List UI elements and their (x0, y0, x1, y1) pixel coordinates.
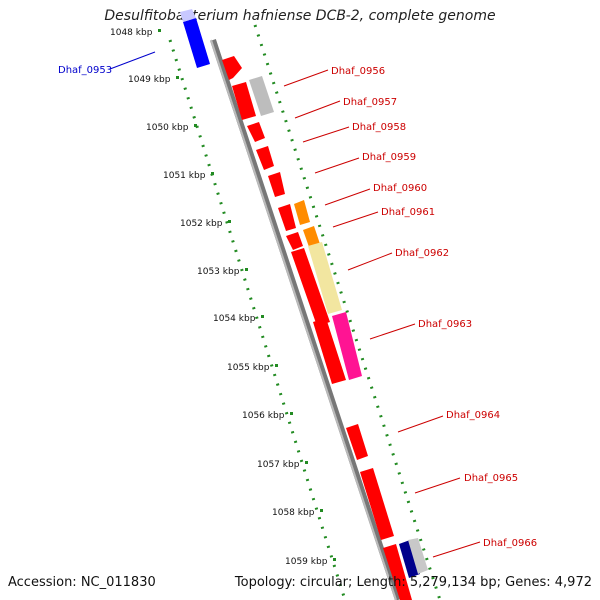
gene-label-dhaf-0958[interactable]: Dhaf_0958 (352, 122, 406, 133)
gene-label-dhaf-0961[interactable]: Dhaf_0961 (381, 207, 435, 218)
gene-labels: Dhaf_0953 Dhaf_0956 Dhaf_0957 Dhaf_0958 Dhaf… (58, 65, 537, 549)
gene-dhaf-0961[interactable] (278, 204, 296, 231)
kbp-tick-mark (245, 268, 248, 271)
gene-dhaf-0962-small[interactable] (286, 232, 303, 250)
kbp-tick-label: 1052 kbp (180, 219, 223, 229)
gene-label-dhaf-0959[interactable]: Dhaf_0959 (362, 152, 416, 163)
gene-dhaf-0956[interactable] (222, 56, 242, 80)
kbp-tick-mark (290, 412, 293, 415)
kbp-tick-mark (305, 461, 308, 464)
genome-title: Desulfitobacterium hafniense DCB-2, comp… (104, 8, 496, 24)
kbp-tick-label: 1049 kbp (128, 75, 171, 85)
gene-label-dhaf-0966[interactable]: Dhaf_0966 (483, 538, 537, 549)
kbp-tick-label: 1058 kbp (272, 508, 315, 518)
gene-dhaf-0964[interactable] (346, 424, 368, 460)
kbp-tick-mark (333, 558, 336, 561)
gene-dhaf-0962-body[interactable] (291, 248, 330, 326)
kbp-tick-mark (228, 220, 231, 223)
accession-label: Accession: NC_011830 (8, 575, 156, 590)
gene-dhaf-0957-body[interactable] (232, 82, 256, 120)
kbp-tick-mark (211, 172, 214, 175)
gene-label-dhaf-0956[interactable]: Dhaf_0956 (331, 66, 385, 77)
gene-label-dhaf-0965[interactable]: Dhaf_0965 (464, 473, 518, 484)
kbp-tick-mark (158, 29, 161, 32)
gene-label-dhaf-0957[interactable]: Dhaf_0957 (343, 97, 397, 108)
gene-dhaf-0959[interactable] (256, 146, 274, 170)
gene-dhaf-0965[interactable] (360, 468, 394, 540)
gene-dhaf-0953[interactable] (183, 18, 210, 68)
gene-dhaf-0960[interactable] (268, 172, 285, 197)
gene-dhaf-0963-body[interactable] (313, 318, 346, 384)
gene-label-dhaf-0964[interactable]: Dhaf_0964 (446, 410, 500, 421)
kbp-tick-label: 1051 kbp (163, 171, 206, 181)
kbp-tick-label: 1057 kbp (257, 460, 300, 470)
kbp-tick-label: 1055 kbp (227, 363, 270, 373)
kbp-axis-labels: 1048 kbp 1049 kbp 1050 kbp 1051 kbp 1052 kbp… (110, 28, 336, 567)
gene-label-dhaf-0953[interactable]: Dhaf_0953 (58, 65, 112, 76)
scale-track-right (253, 24, 442, 600)
gene-dhaf-0958[interactable] (247, 122, 265, 142)
kbp-tick-mark (261, 315, 264, 318)
genome-backbone (210, 39, 401, 600)
kbp-tick-label: 1056 kbp (242, 411, 285, 421)
gene-dhaf-0961-orange (294, 200, 310, 225)
label-leader-lines (109, 51, 481, 558)
gene-dhaf-0966-gray (408, 538, 428, 574)
gene-label-dhaf-0960[interactable]: Dhaf_0960 (373, 183, 427, 194)
kbp-tick-label: 1059 kbp (285, 557, 328, 567)
gene-features (180, 9, 428, 600)
gene-label-dhaf-0963[interactable]: Dhaf_0963 (418, 319, 472, 330)
genome-summary: Topology: circular; Length: 5,279,134 bp… (234, 575, 592, 590)
kbp-tick-label: 1053 kbp (197, 267, 240, 277)
gene-dhaf-0962-yellow (308, 242, 342, 314)
kbp-tick-mark (320, 509, 323, 512)
kbp-tick-label: 1054 kbp (213, 314, 256, 324)
gene-dhaf-0963-pink (332, 312, 362, 380)
gene-dhaf-0957-gray (249, 76, 274, 116)
genome-backbone-highlight (210, 39, 397, 600)
gene-dhaf-0966-body[interactable] (383, 544, 412, 600)
kbp-tick-label: 1048 kbp (110, 28, 153, 38)
kbp-tick-label: 1050 kbp (146, 123, 189, 133)
gene-dhaf-0962-orange (303, 226, 320, 247)
kbp-tick-mark (176, 76, 179, 79)
kbp-tick-mark (194, 124, 197, 127)
gene-label-dhaf-0962[interactable]: Dhaf_0962 (395, 248, 449, 259)
kbp-tick-mark (275, 364, 278, 367)
gene-dhaf-0953-shadow (180, 9, 196, 22)
gene-dhaf-0966-blue (399, 540, 420, 578)
